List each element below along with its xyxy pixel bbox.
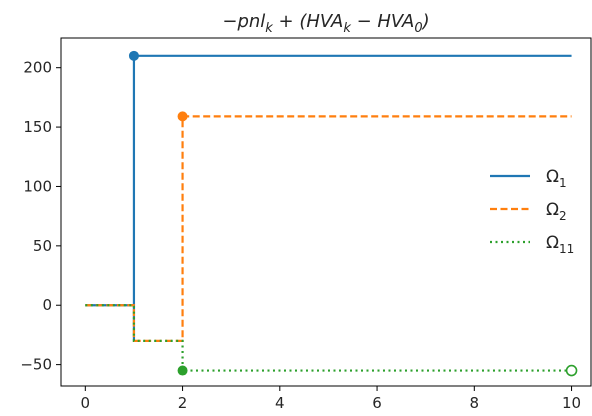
axes-layer: 0 2 4 6 8 10 −50 0 50 100 150 200 — [20, 37, 592, 412]
series-marker-2 — [177, 111, 188, 122]
y-tick-label: 150 — [23, 118, 52, 136]
x-tick-label: 2 — [178, 394, 188, 412]
x-tick-label: 6 — [372, 394, 382, 412]
x-tick-label: 10 — [562, 394, 581, 412]
y-tick-label: 50 — [33, 237, 52, 255]
legend: Ω1 Ω2 Ω11 — [490, 167, 574, 256]
y-tick-label: −50 — [20, 356, 52, 374]
y-tick-label: 200 — [23, 59, 52, 77]
legend-label-3: Ω11 — [546, 233, 574, 256]
plot-frame — [60, 37, 592, 387]
chart-title: −pnlk + (HVAk − HVA0) — [222, 11, 429, 36]
x-tick-label: 0 — [81, 394, 91, 412]
legend-label-2: Ω2 — [546, 200, 567, 223]
x-tick-label: 8 — [470, 394, 480, 412]
y-tick-label: 0 — [42, 296, 52, 314]
legend-label-1: Ω1 — [546, 167, 567, 190]
x-tick-label: 4 — [275, 394, 285, 412]
series-open-marker-3 — [565, 364, 578, 377]
y-tick-label: 100 — [23, 177, 52, 195]
series-marker-3 — [177, 365, 188, 376]
series-line-2 — [85, 115, 572, 342]
series-marker-1 — [128, 50, 139, 61]
series-line-1 — [85, 54, 572, 341]
series-layer — [85, 50, 578, 377]
series-line-3 — [85, 304, 572, 372]
